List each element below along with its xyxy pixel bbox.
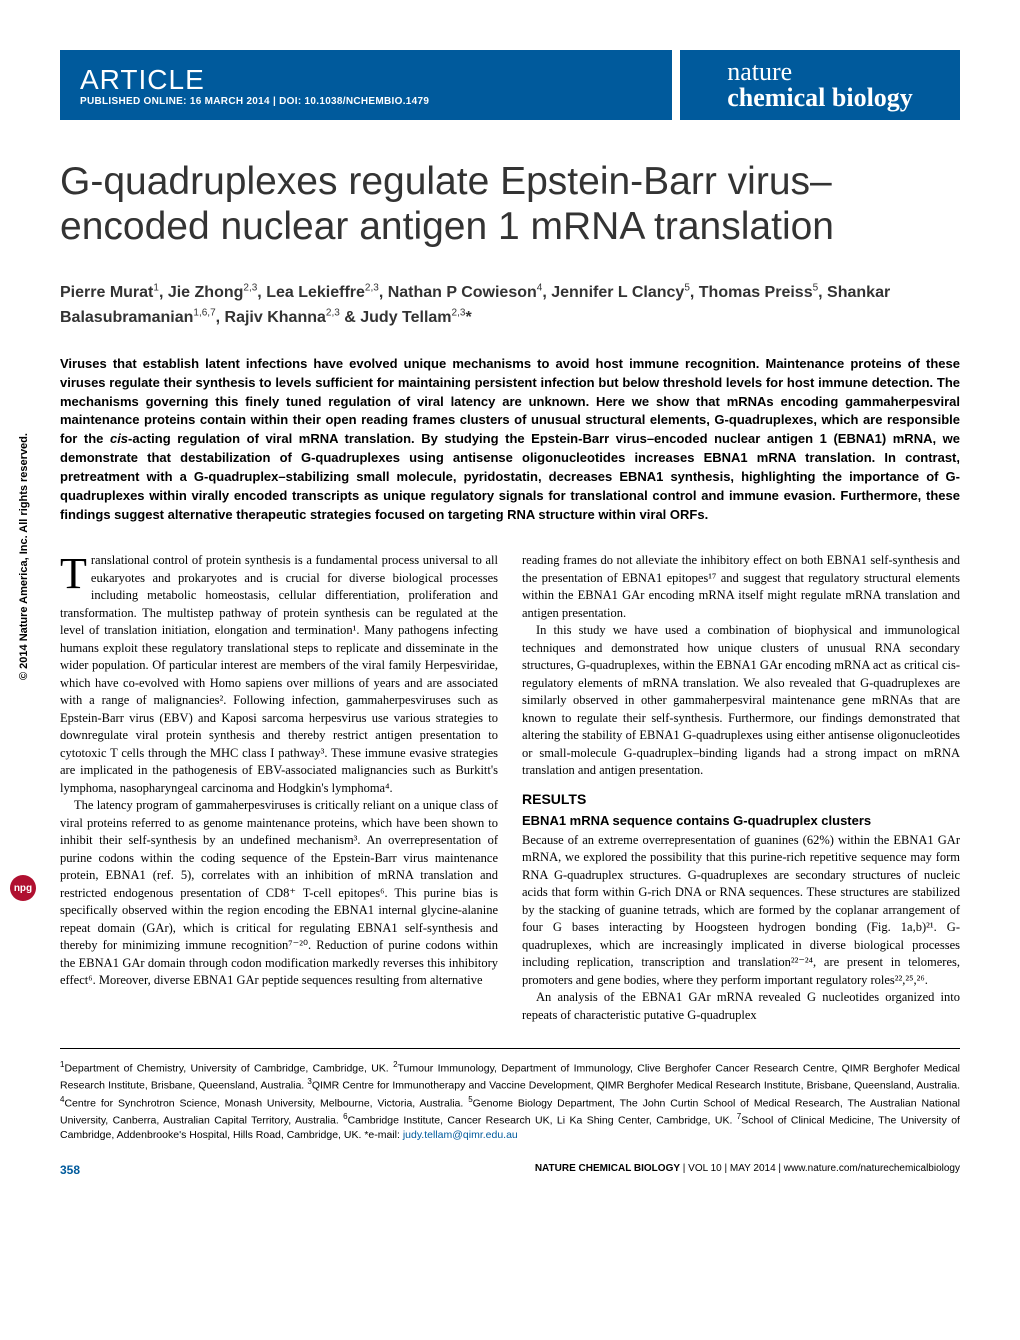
footer-citation-text: | VOL 10 | MAY 2014 | www.nature.com/nat… [680, 1163, 960, 1174]
abstract: Viruses that establish latent infections… [60, 355, 960, 525]
page-header: ARTICLE PUBLISHED ONLINE: 16 MARCH 2014 … [60, 50, 960, 120]
subsection-heading: EBNA1 mRNA sequence contains G-quadruple… [522, 812, 960, 830]
copyright-sidebar: © 2014 Nature America, Inc. All rights r… [18, 433, 30, 680]
body-columns: Translational control of protein synthes… [60, 552, 960, 1024]
footer-journal: NATURE CHEMICAL BIOLOGY [535, 1163, 680, 1174]
section-heading-results: RESULTS [522, 790, 960, 810]
npg-logo: npg [10, 875, 36, 901]
article-type: ARTICLE [80, 64, 652, 96]
publication-info: PUBLISHED ONLINE: 16 MARCH 2014 | DOI: 1… [80, 96, 652, 107]
body-para: An analysis of the EBNA1 GAr mRNA reveal… [522, 989, 960, 1024]
article-title: G-quadruplexes regulate Epstein-Barr vir… [60, 160, 960, 250]
journal-name-line2: chemical biology [727, 85, 913, 111]
body-para: reading frames do not alleviate the inhi… [522, 552, 960, 622]
journal-name-line1: nature [727, 59, 913, 85]
page-footer: 358 NATURE CHEMICAL BIOLOGY | VOL 10 | M… [60, 1163, 960, 1177]
page-number: 358 [60, 1163, 80, 1177]
body-para: Translational control of protein synthes… [60, 552, 498, 797]
affiliations: 1Department of Chemistry, University of … [60, 1048, 960, 1142]
body-para: The latency program of gammaherpesviruse… [60, 797, 498, 990]
header-left-block: ARTICLE PUBLISHED ONLINE: 16 MARCH 2014 … [60, 50, 672, 120]
column-left: Translational control of protein synthes… [60, 552, 498, 1024]
author-list: Pierre Murat1, Jie Zhong2,3, Lea Lekieff… [60, 280, 960, 331]
body-para: Because of an extreme overrepresentation… [522, 832, 960, 990]
column-right: reading frames do not alleviate the inhi… [522, 552, 960, 1024]
journal-badge: nature chemical biology [680, 50, 960, 120]
footer-citation: NATURE CHEMICAL BIOLOGY | VOL 10 | MAY 2… [535, 1163, 960, 1177]
body-para: In this study we have used a combination… [522, 622, 960, 780]
drop-cap: T [60, 552, 91, 592]
